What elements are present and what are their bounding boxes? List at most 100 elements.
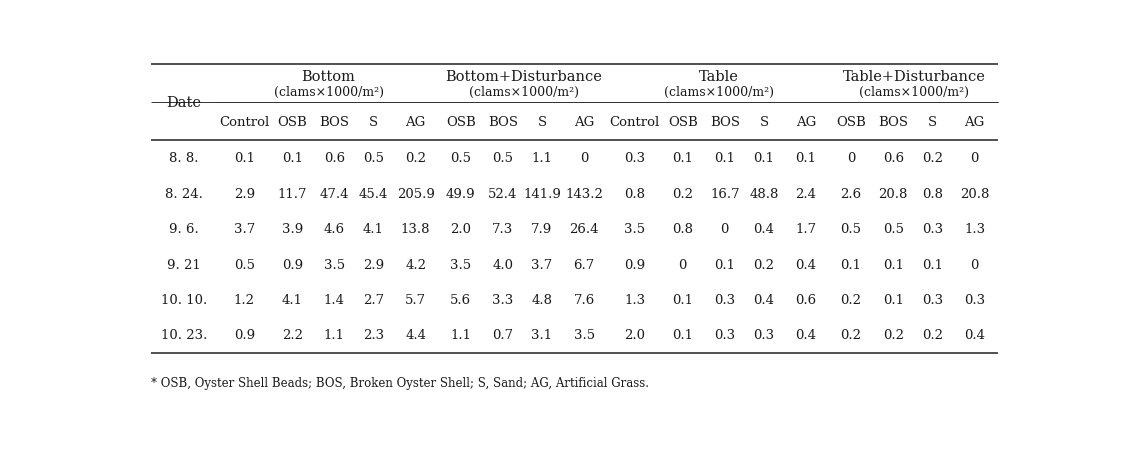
Text: 0.5: 0.5: [451, 152, 471, 165]
Text: S: S: [537, 115, 547, 129]
Text: 45.4: 45.4: [359, 188, 388, 200]
Text: 0.8: 0.8: [673, 223, 693, 236]
Text: 143.2: 143.2: [565, 188, 603, 200]
Text: Bottom+Disturbance: Bottom+Disturbance: [445, 70, 602, 84]
Text: 0.2: 0.2: [673, 188, 693, 200]
Text: 0.7: 0.7: [492, 329, 513, 341]
Text: 0: 0: [971, 152, 979, 165]
Text: 0.3: 0.3: [921, 223, 943, 236]
Text: 2.9: 2.9: [363, 258, 385, 271]
Text: Control: Control: [610, 115, 660, 129]
Text: 0.2: 0.2: [921, 329, 943, 341]
Text: 10. 23.: 10. 23.: [160, 329, 207, 341]
Text: 0.4: 0.4: [753, 293, 775, 306]
Text: 4.2: 4.2: [405, 258, 426, 271]
Text: 0.4: 0.4: [753, 223, 775, 236]
Text: S: S: [928, 115, 937, 129]
Text: 0.6: 0.6: [324, 152, 345, 165]
Text: 3.3: 3.3: [492, 293, 513, 306]
Text: 1.1: 1.1: [324, 329, 345, 341]
Text: 0.2: 0.2: [841, 329, 862, 341]
Text: 0.9: 0.9: [624, 258, 646, 271]
Text: 141.9: 141.9: [524, 188, 560, 200]
Text: 0.5: 0.5: [882, 223, 904, 236]
Text: 0.2: 0.2: [753, 258, 775, 271]
Text: AG: AG: [406, 115, 426, 129]
Text: 3.7: 3.7: [531, 258, 553, 271]
Text: 8. 8.: 8. 8.: [169, 152, 198, 165]
Text: 0.5: 0.5: [234, 258, 254, 271]
Text: 0.9: 0.9: [281, 258, 303, 271]
Text: S: S: [759, 115, 769, 129]
Text: 10. 10.: 10. 10.: [161, 293, 207, 306]
Text: 47.4: 47.4: [319, 188, 349, 200]
Text: 0.1: 0.1: [921, 258, 943, 271]
Text: 0: 0: [721, 223, 729, 236]
Text: 2.9: 2.9: [234, 188, 254, 200]
Text: OSB: OSB: [668, 115, 697, 129]
Text: 52.4: 52.4: [488, 188, 518, 200]
Text: 1.2: 1.2: [234, 293, 254, 306]
Text: 20.8: 20.8: [879, 188, 908, 200]
Text: S: S: [369, 115, 378, 129]
Text: 4.8: 4.8: [531, 293, 553, 306]
Text: 49.9: 49.9: [446, 188, 475, 200]
Text: 4.0: 4.0: [492, 258, 513, 271]
Text: 13.8: 13.8: [401, 223, 430, 236]
Text: 0: 0: [678, 258, 687, 271]
Text: BOS: BOS: [878, 115, 908, 129]
Text: 0.1: 0.1: [234, 152, 254, 165]
Text: OSB: OSB: [836, 115, 865, 129]
Text: 0.2: 0.2: [405, 152, 426, 165]
Text: 0.9: 0.9: [234, 329, 254, 341]
Text: AG: AG: [796, 115, 816, 129]
Text: 1.7: 1.7: [796, 223, 817, 236]
Text: 9. 21: 9. 21: [167, 258, 201, 271]
Text: 0.3: 0.3: [964, 293, 985, 306]
Text: * OSB, Oyster Shell Beads; BOS, Broken Oyster Shell; S, Sand; AG, Artificial Gra: * OSB, Oyster Shell Beads; BOS, Broken O…: [150, 376, 649, 389]
Text: 0.2: 0.2: [921, 152, 943, 165]
Text: 0.1: 0.1: [673, 152, 693, 165]
Text: 2.6: 2.6: [841, 188, 862, 200]
Text: 9. 6.: 9. 6.: [169, 223, 198, 236]
Text: 0.1: 0.1: [882, 293, 904, 306]
Text: 7.6: 7.6: [574, 293, 595, 306]
Text: 0.2: 0.2: [841, 293, 862, 306]
Text: 0.1: 0.1: [714, 258, 735, 271]
Text: 0.4: 0.4: [796, 258, 816, 271]
Text: 4.4: 4.4: [405, 329, 426, 341]
Text: 7.3: 7.3: [492, 223, 513, 236]
Text: 0.6: 0.6: [882, 152, 904, 165]
Text: Control: Control: [220, 115, 269, 129]
Text: 2.0: 2.0: [451, 223, 471, 236]
Text: 3.5: 3.5: [450, 258, 471, 271]
Text: 5.6: 5.6: [450, 293, 471, 306]
Text: 0.5: 0.5: [841, 223, 862, 236]
Text: 1.4: 1.4: [324, 293, 345, 306]
Text: 0.3: 0.3: [753, 329, 775, 341]
Text: 0.1: 0.1: [796, 152, 816, 165]
Text: (clams×1000/m²): (clams×1000/m²): [274, 86, 383, 98]
Text: 0.1: 0.1: [281, 152, 303, 165]
Text: 0.8: 0.8: [921, 188, 943, 200]
Text: 0.6: 0.6: [796, 293, 817, 306]
Text: 8. 24.: 8. 24.: [165, 188, 203, 200]
Text: Date: Date: [167, 96, 202, 110]
Text: 1.1: 1.1: [531, 152, 553, 165]
Text: 0.1: 0.1: [753, 152, 775, 165]
Text: 5.7: 5.7: [405, 293, 426, 306]
Text: 0: 0: [846, 152, 855, 165]
Text: 48.8: 48.8: [749, 188, 779, 200]
Text: 0.1: 0.1: [841, 258, 862, 271]
Text: BOS: BOS: [710, 115, 740, 129]
Text: 0: 0: [580, 152, 589, 165]
Text: 0.8: 0.8: [624, 188, 646, 200]
Text: 0.4: 0.4: [796, 329, 816, 341]
Text: AG: AG: [574, 115, 594, 129]
Text: 0.4: 0.4: [964, 329, 985, 341]
Text: 0.1: 0.1: [673, 293, 693, 306]
Text: 0.5: 0.5: [492, 152, 513, 165]
Text: AG: AG: [964, 115, 984, 129]
Text: 0.1: 0.1: [673, 329, 693, 341]
Text: 1.1: 1.1: [451, 329, 471, 341]
